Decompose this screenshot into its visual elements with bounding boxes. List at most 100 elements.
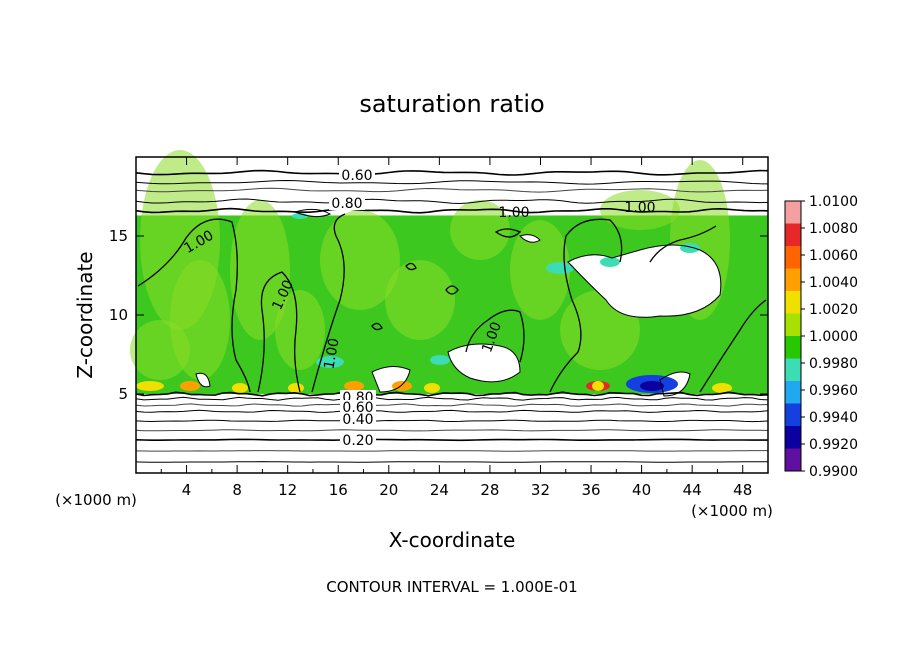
x-axis-ticks: 4 8 12 16 20 24 28 32 36 40 44 48 — [160, 157, 752, 499]
contour-line-1-00 — [549, 218, 623, 393]
z-tick-label: 10 — [109, 306, 128, 324]
colorbar-segment — [785, 336, 801, 359]
contour-line-boundary — [519, 234, 541, 243]
contour-line-boundary — [195, 372, 211, 388]
contour-line — [135, 396, 769, 401]
contour-label: 1.00 — [624, 200, 655, 216]
subsaturated-region — [448, 344, 520, 382]
light-green-patch — [510, 220, 570, 320]
x-tick-label: 24 — [430, 481, 449, 499]
colorbar-label: 1.0020 — [809, 302, 858, 318]
near-saturation-patch — [430, 355, 450, 365]
colorbar: 1.0100 1.0080 1.0060 1.0040 1.0020 1.0000 0.99… — [784, 194, 858, 480]
contour-line-1-00 — [257, 271, 301, 393]
colorbar-label: 0.9960 — [809, 383, 858, 399]
x-tick-label: 36 — [581, 481, 600, 499]
contour-lines — [135, 169, 769, 463]
high-value-spot — [344, 381, 364, 391]
colorbar-segment — [785, 223, 801, 247]
near-saturation-patch — [316, 356, 344, 368]
contour-label-text: 0.80 — [331, 196, 362, 212]
near-saturation-patch — [546, 262, 574, 274]
contour-interval-note: CONTOUR INTERVAL = 1.000E-01 — [326, 578, 577, 596]
contour-line — [135, 187, 769, 193]
contour-label: 0.20 — [340, 433, 376, 449]
contour-line-1-00 — [445, 285, 459, 295]
contour-label-bg — [340, 412, 376, 426]
contour-line — [135, 403, 769, 407]
z-tick-label: 15 — [109, 227, 128, 245]
chart-title: saturation ratio — [359, 90, 544, 118]
high-value-spot — [592, 381, 604, 391]
colorbar-label: 1.0060 — [809, 248, 858, 264]
x-axis-label: X-coordinate — [389, 528, 516, 552]
contour-line — [135, 169, 769, 176]
z-tick-label: 5 — [118, 385, 128, 403]
contour-line-1-00 — [137, 218, 251, 393]
x-tick-label: 44 — [683, 481, 702, 499]
light-green-patch — [230, 200, 290, 340]
colorbar-segment — [785, 201, 801, 224]
contour-line — [135, 429, 769, 432]
colorbar-segment — [785, 246, 801, 269]
light-green-patch — [450, 200, 510, 260]
light-green-patch — [130, 320, 190, 380]
high-value-spot — [424, 383, 440, 393]
contour-label-text: 1.00 — [321, 337, 342, 370]
z-axis-ticks: 5 10 15 — [109, 227, 768, 403]
high-value-spot — [712, 383, 732, 393]
contour-line — [135, 179, 769, 185]
contour-label: 0.40 — [340, 412, 376, 428]
contour-label-text: 1.00 — [498, 205, 529, 221]
contour-label-bg — [329, 196, 365, 210]
contour-label: 0.60 — [339, 168, 375, 184]
x-tick-label: 16 — [329, 481, 348, 499]
z-axis-label: Z-coordinate — [73, 251, 97, 378]
x-tick-label: 4 — [182, 481, 192, 499]
contour-line-boundary — [447, 343, 521, 383]
colorbar-label: 1.0080 — [809, 221, 858, 237]
contour-line-boundary — [371, 366, 411, 393]
contour-label-bg — [339, 168, 375, 182]
light-green-patch — [320, 210, 400, 310]
contour-line — [135, 419, 769, 423]
contour-label-bg — [340, 433, 376, 447]
x-tick-label: 28 — [480, 481, 499, 499]
contour-label-text: 0.40 — [342, 412, 373, 428]
colorbar-label: 1.0040 — [809, 275, 858, 291]
contour-line-1-00 — [699, 299, 767, 393]
x-unit-label: (×1000 m) — [691, 502, 773, 520]
light-green-patch — [275, 290, 325, 370]
contour-line-1-00 — [311, 213, 346, 393]
colorbar-segment — [785, 426, 801, 449]
contour-line-1-00 — [405, 262, 417, 271]
contour-line-boundary — [567, 244, 722, 318]
plot-area: 0.600.801.00 1.001.001.001.001.000.800.60… — [109, 150, 769, 499]
colorbar-label: 0.9900 — [809, 464, 858, 480]
contour-line — [135, 438, 768, 442]
low-value-core — [640, 381, 664, 391]
near-saturation-patch — [680, 243, 700, 253]
contour-label: 0.80 — [329, 196, 365, 212]
high-value-spot — [232, 383, 248, 393]
contour-line-1-00 — [465, 309, 525, 363]
near-saturation-patch — [600, 257, 620, 267]
contour-line-1-00 — [649, 225, 717, 263]
high-value-spot — [136, 381, 164, 391]
contour-line-boundary — [659, 371, 691, 397]
x-tick-label: 8 — [232, 481, 242, 499]
colorbar-segment — [785, 291, 801, 314]
colorbar-segment — [785, 358, 801, 382]
colorbar-label: 0.9940 — [809, 410, 858, 426]
contour-line — [135, 409, 769, 413]
colorbar-segment — [785, 448, 801, 472]
contour-label-bg — [340, 400, 376, 414]
colorbar-label: 0.9920 — [809, 437, 858, 453]
contour-label: 1.00 — [321, 337, 342, 370]
contour-label-text: 0.20 — [342, 433, 373, 449]
x-tick-label: 20 — [379, 481, 398, 499]
saturation-field — [130, 150, 768, 396]
contour-line — [135, 207, 769, 214]
contour-line — [135, 461, 768, 463]
